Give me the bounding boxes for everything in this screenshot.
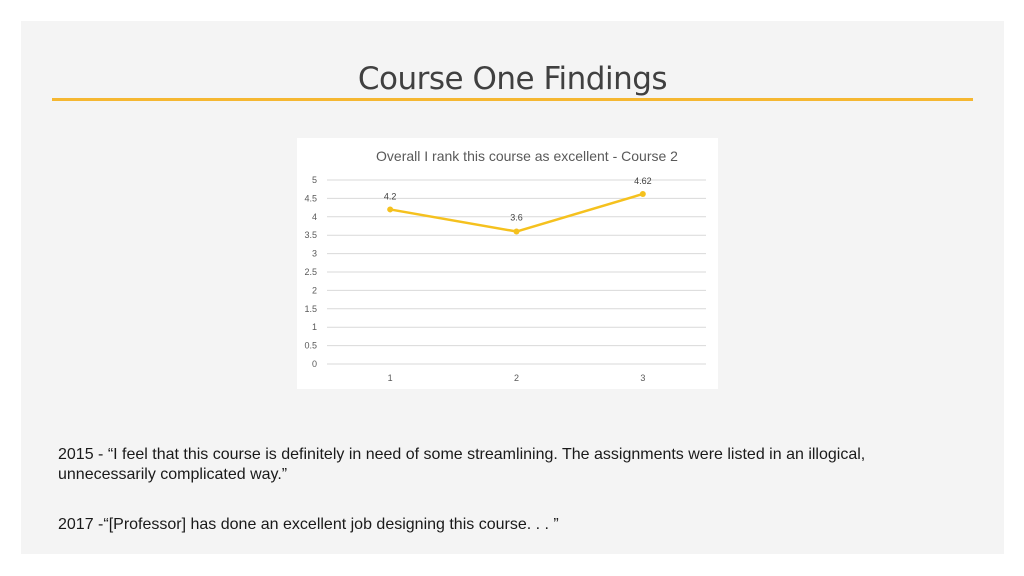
data-label: 4.2 <box>384 191 397 201</box>
quote-2015: 2015 - “I feel that this course is defin… <box>58 446 866 483</box>
data-point <box>639 190 646 197</box>
quote-2017: 2017 -“[Professor] has done an excellent… <box>58 516 559 533</box>
y-axis-ticks: 0 0.5 1 1.5 2 2.5 3 3.5 4 4.5 5 <box>304 175 317 369</box>
x-tick-label: 2 <box>514 373 519 383</box>
slide-title: Course One Findings <box>357 61 668 97</box>
y-tick-label: 5 <box>312 175 317 185</box>
x-tick-label: 1 <box>388 373 393 383</box>
y-tick-label: 2.5 <box>304 267 317 277</box>
data-point <box>387 206 394 213</box>
data-point <box>513 228 520 235</box>
y-tick-label: 4 <box>312 212 317 222</box>
chart-gridlines <box>327 179 706 365</box>
chart-data-labels: 4.2 3.6 4.62 <box>384 176 652 223</box>
data-label: 3.6 <box>510 213 523 223</box>
y-tick-label: 3.5 <box>304 230 317 240</box>
chart-title: Overall I rank this course as excellent … <box>376 148 678 164</box>
y-tick-label: 0 <box>312 359 317 369</box>
title-divider <box>52 98 973 101</box>
y-tick-label: 1.5 <box>304 304 317 314</box>
y-tick-label: 3 <box>312 249 317 259</box>
data-label: 4.62 <box>634 176 652 186</box>
x-tick-label: 3 <box>640 373 645 383</box>
y-tick-label: 2 <box>312 285 317 295</box>
y-tick-label: 4.5 <box>304 193 317 203</box>
y-tick-label: 1 <box>312 322 317 332</box>
x-axis-ticks: 1 2 3 <box>388 373 646 383</box>
line-chart: Overall I rank this course as excellent … <box>297 138 718 389</box>
chart-svg: Overall I rank this course as excellent … <box>304 148 706 383</box>
chart-series <box>387 190 646 235</box>
y-tick-label: 0.5 <box>304 341 317 351</box>
slide: Course One Findings Overall I rank this … <box>21 21 1004 554</box>
